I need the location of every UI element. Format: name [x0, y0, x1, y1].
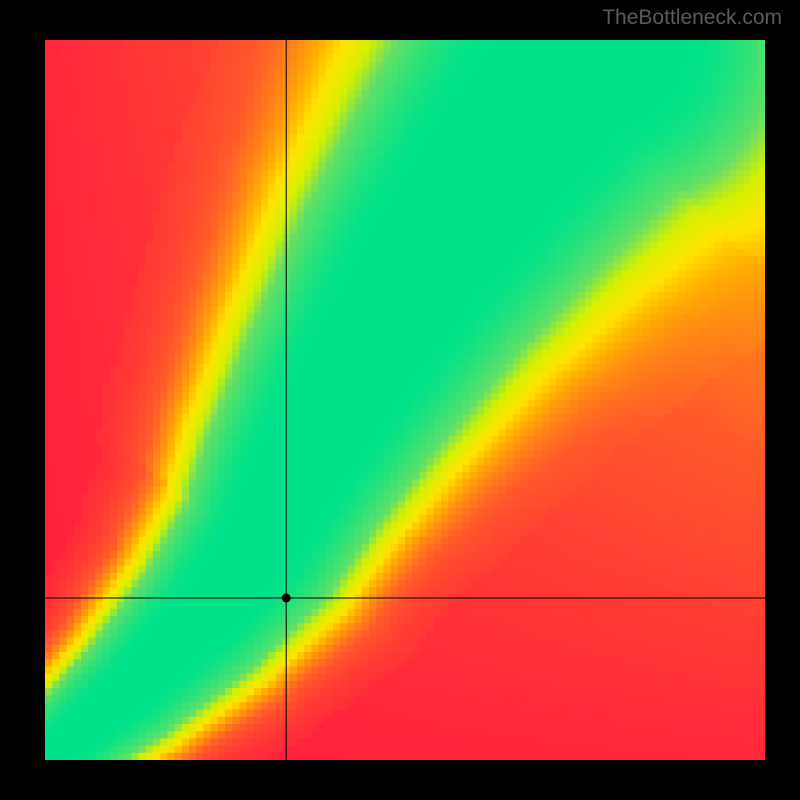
heatmap-plot — [45, 40, 765, 760]
watermark-text: TheBottleneck.com — [602, 6, 782, 30]
heatmap-svg — [45, 40, 765, 760]
root: TheBottleneck.com — [0, 0, 800, 800]
crosshair-marker — [282, 594, 291, 603]
